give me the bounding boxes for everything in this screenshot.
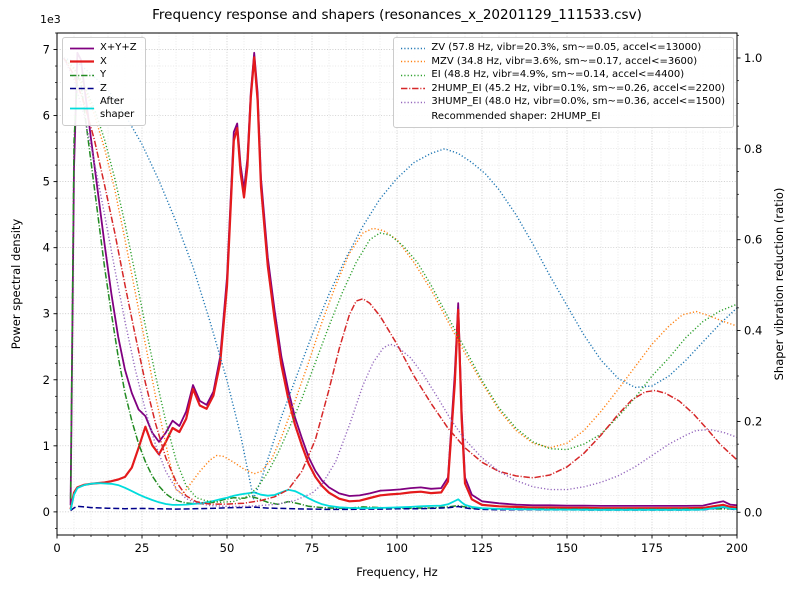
legend-label: 3HUMP_EI (48.0 Hz, vibr=0.0%, sm~=0.36, … [431,96,725,107]
svg-text:5: 5 [43,175,50,189]
svg-text:7: 7 [43,43,50,57]
legend-item-Y: Y [69,69,137,82]
legend-label: EI (48.8 Hz, vibr=4.9%, sm~=0.14, accel<… [431,69,685,80]
legend-label: 2HUMP_EI (45.2 Hz, vibr=0.1%, sm~=0.26, … [431,82,725,94]
svg-text:4: 4 [43,241,50,255]
legend-shapers: ZV (57.8 Hz, vibr=20.3%, sm~=0.05, accel… [393,37,734,128]
series-line-X+Y+Z [69,51,738,507]
legend-line-sample [401,88,426,90]
legend-line-sample [401,47,426,49]
series-line-ZV [63,57,738,500]
x-axis-label: Frequency, Hz [356,565,438,579]
svg-text:200: 200 [726,541,748,555]
legend-item-Z: Z [69,83,137,96]
series-line-EI [63,57,738,503]
legend-label: X [100,55,107,67]
legend-line-sample [70,60,94,63]
svg-text:175: 175 [641,541,663,555]
svg-text:1: 1 [43,439,50,453]
legend-item-EI: EI (48.8 Hz, vibr=4.9%, sm~=0.14, accel<… [400,69,725,82]
svg-text:0.6: 0.6 [744,233,762,247]
legend-item-ZV: ZV (57.8 Hz, vibr=20.3%, sm~=0.05, accel… [400,42,725,55]
legend-label: Y [100,69,107,80]
legend-line-sample [401,74,426,76]
legend-line-sample [70,47,94,50]
series-line-MZV [63,57,738,495]
legend-label: ZV (57.8 Hz, vibr=20.3%, sm~=0.05, accel… [431,42,702,53]
svg-text:1.0: 1.0 [744,51,762,65]
series-line-2HUMP_EI [63,57,738,505]
legend-line-sample [70,107,94,110]
legend-line-sample [401,61,426,63]
legend-line-sample [70,74,94,76]
legend-label: X+Y+Z [100,42,137,53]
legend-line-sample [401,101,426,103]
chart-title: Frequency response and shapers (resonanc… [152,7,642,23]
svg-text:75: 75 [305,541,320,555]
series-line-X [69,56,738,510]
legend-item-After-shaper: After shaper [69,96,137,121]
legend-label: Z [100,82,107,94]
svg-text:0.2: 0.2 [744,414,762,428]
legend-line-sample [70,88,94,90]
legend-item-X+Y+Z: X+Y+Z [69,42,137,55]
series-line-Z [70,505,738,512]
svg-text:50: 50 [220,541,235,555]
svg-text:125: 125 [471,541,493,555]
legend-item-MZV: MZV (34.8 Hz, vibr=3.6%, sm~=0.17, accel… [400,56,725,69]
legend-label: MZV (34.8 Hz, vibr=3.6%, sm~=0.17, accel… [431,55,698,67]
svg-text:0.0: 0.0 [744,505,762,519]
legend-item-X: X [69,56,137,69]
svg-text:6: 6 [43,109,50,123]
y-axis-offset-text: 1e3 [40,13,61,26]
series-line-Y [69,75,737,510]
legend-item-2HUMP_EI: 2HUMP_EI (45.2 Hz, vibr=0.1%, sm~=0.26, … [400,83,725,96]
svg-text:100: 100 [386,541,408,555]
svg-text:3: 3 [43,307,50,321]
legend-psd: X+Y+Z X Y Z After shaper [62,37,146,126]
legend-label: After shaper [100,96,135,120]
series-line-After-shaper [69,482,738,511]
legend-item-3HUMP_EI: 3HUMP_EI (48.0 Hz, vibr=0.0%, sm~=0.36, … [400,96,725,109]
svg-text:0.4: 0.4 [744,324,762,338]
series-line-3HUMP_EI [63,57,738,508]
svg-text:0: 0 [53,541,60,555]
svg-text:25: 25 [135,541,150,555]
svg-text:0.8: 0.8 [744,142,762,156]
legend-recommended-shaper: Recommended shaper: 2HUMP_EI [431,110,601,122]
svg-text:2: 2 [43,373,50,387]
svg-text:0: 0 [43,505,50,519]
svg-text:150: 150 [556,541,578,555]
